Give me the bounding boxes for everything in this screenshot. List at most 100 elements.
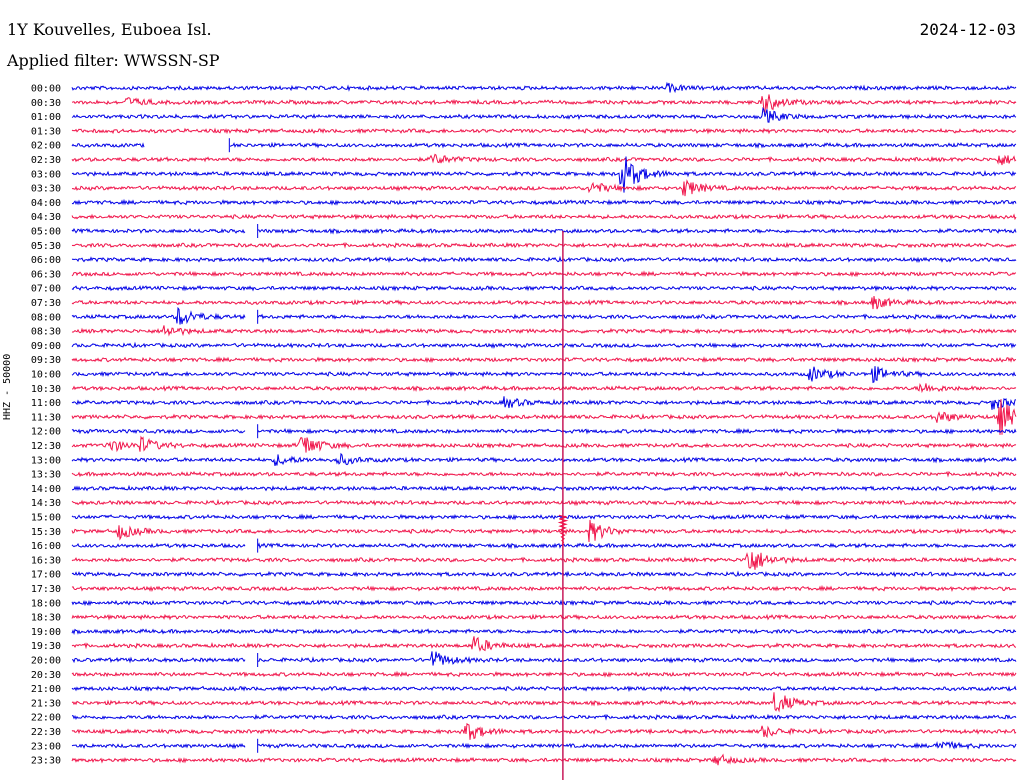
trace-row-28 (72, 484, 1017, 492)
filter-label: Applied filter: WWSSN-SP (7, 51, 220, 70)
row-time-label: 03:30 (31, 184, 61, 195)
trace-row-0 (71, 81, 1017, 94)
row-time-label: 15:00 (31, 513, 61, 524)
row-time-label: 08:30 (31, 327, 61, 338)
trace-row-42 (71, 685, 1017, 693)
trace-row-30 (71, 513, 1017, 521)
row-time-label: 18:00 (31, 598, 61, 609)
row-time-label: 21:00 (31, 684, 61, 695)
row-time-label: 19:00 (31, 627, 61, 638)
trace-row-14 (71, 284, 1017, 292)
trace-row-32 (71, 542, 1017, 550)
row-time-label: 02:00 (31, 141, 61, 152)
trace-row-40 (72, 651, 1017, 666)
row-time-label: 11:30 (31, 412, 61, 423)
row-time-label: 03:00 (31, 169, 61, 180)
trace-row-33 (71, 552, 1017, 570)
row-time-label: 11:00 (31, 398, 61, 409)
trace-row-11 (71, 241, 1017, 249)
trace-row-17 (71, 325, 1017, 337)
row-time-label: 13:30 (31, 470, 61, 481)
row-time-label: 07:00 (31, 284, 61, 295)
trace-row-3 (71, 127, 1017, 135)
trace-row-39 (71, 636, 1017, 652)
trace-row-21 (71, 383, 1017, 394)
row-time-label: 16:00 (31, 541, 61, 552)
row-time-label: 16:30 (31, 555, 61, 566)
row-time-label: 07:30 (31, 298, 61, 309)
row-time-label: 12:00 (31, 427, 61, 438)
trace-row-23 (71, 399, 1017, 435)
row-time-label: 00:00 (31, 84, 61, 95)
trace-row-15 (71, 296, 1017, 310)
row-time-label: 17:00 (31, 570, 61, 581)
trace-row-29 (71, 498, 1017, 507)
trace-row-10 (71, 227, 1017, 235)
row-time-label: 04:30 (31, 212, 61, 223)
trace-row-13 (71, 270, 1017, 278)
row-time-label: 23:30 (31, 756, 61, 767)
trace-row-34 (71, 570, 1017, 578)
trace-row-2 (71, 106, 1017, 123)
trace-row-5 (71, 153, 1017, 166)
trace-row-31 (71, 519, 1017, 543)
trace-row-4 (71, 141, 1017, 149)
trace-row-38 (71, 628, 1017, 636)
trace-row-43 (71, 692, 1017, 713)
row-time-label: 05:30 (31, 241, 61, 252)
row-time-label: 19:30 (31, 641, 61, 652)
trace-row-9 (71, 213, 1017, 221)
row-time-label: 18:30 (31, 613, 61, 624)
row-time-label: 01:30 (31, 126, 61, 137)
row-time-label: 08:00 (31, 312, 61, 323)
trace-row-35 (71, 584, 1017, 592)
trace-row-19 (71, 356, 1016, 364)
trace-row-7 (71, 179, 1017, 197)
trace-row-8 (71, 198, 1017, 206)
trace-row-41 (71, 670, 1017, 678)
row-time-label: 05:00 (31, 227, 61, 238)
row-time-label: 12:30 (31, 441, 61, 452)
trace-row-26 (71, 452, 1017, 467)
trace-row-16 (71, 306, 1017, 325)
row-time-label: 10:30 (31, 384, 61, 395)
trace-row-44 (71, 713, 1017, 721)
row-time-label: 20:30 (31, 670, 61, 681)
trace-row-1 (71, 94, 1017, 113)
row-time-label: 14:00 (31, 484, 61, 495)
trace-row-46 (71, 740, 1017, 750)
row-time-label: 09:30 (31, 355, 61, 366)
row-time-label: 14:30 (31, 498, 61, 509)
row-time-label: 04:00 (31, 198, 61, 209)
trace-row-24 (71, 427, 1017, 435)
row-time-label: 02:30 (31, 155, 61, 166)
row-time-label: 09:00 (31, 341, 61, 352)
trace-row-47 (71, 753, 1017, 766)
teleseism-peak (557, 514, 569, 547)
row-time-label: 22:30 (31, 727, 61, 738)
trace-row-22 (71, 396, 1017, 410)
trace-row-12 (71, 255, 1017, 264)
row-time-label: 13:00 (31, 455, 61, 466)
row-time-label: 06:30 (31, 269, 61, 280)
row-time-label: 01:00 (31, 112, 61, 123)
trace-row-6 (71, 156, 1017, 193)
row-time-label: 06:00 (31, 255, 61, 266)
trace-row-20 (71, 366, 1017, 384)
row-time-label: 21:30 (31, 698, 61, 709)
trace-row-25 (71, 435, 1017, 453)
station-title: 1Y Kouvelles, Euboea Isl. (7, 20, 212, 39)
trace-row-18 (71, 341, 1017, 349)
trace-row-36 (71, 599, 1017, 607)
trace-row-27 (71, 470, 1017, 478)
row-time-label: 23:00 (31, 741, 61, 752)
trace-row-45 (71, 722, 1017, 740)
row-time-label: 15:30 (31, 527, 61, 538)
row-time-label: 22:00 (31, 713, 61, 724)
row-time-label: 17:30 (31, 584, 61, 595)
row-time-label: 00:30 (31, 98, 61, 109)
trace-row-37 (71, 613, 1017, 621)
record-date: 2024-12-03 (919, 20, 1016, 39)
row-time-label: 10:00 (31, 370, 61, 381)
